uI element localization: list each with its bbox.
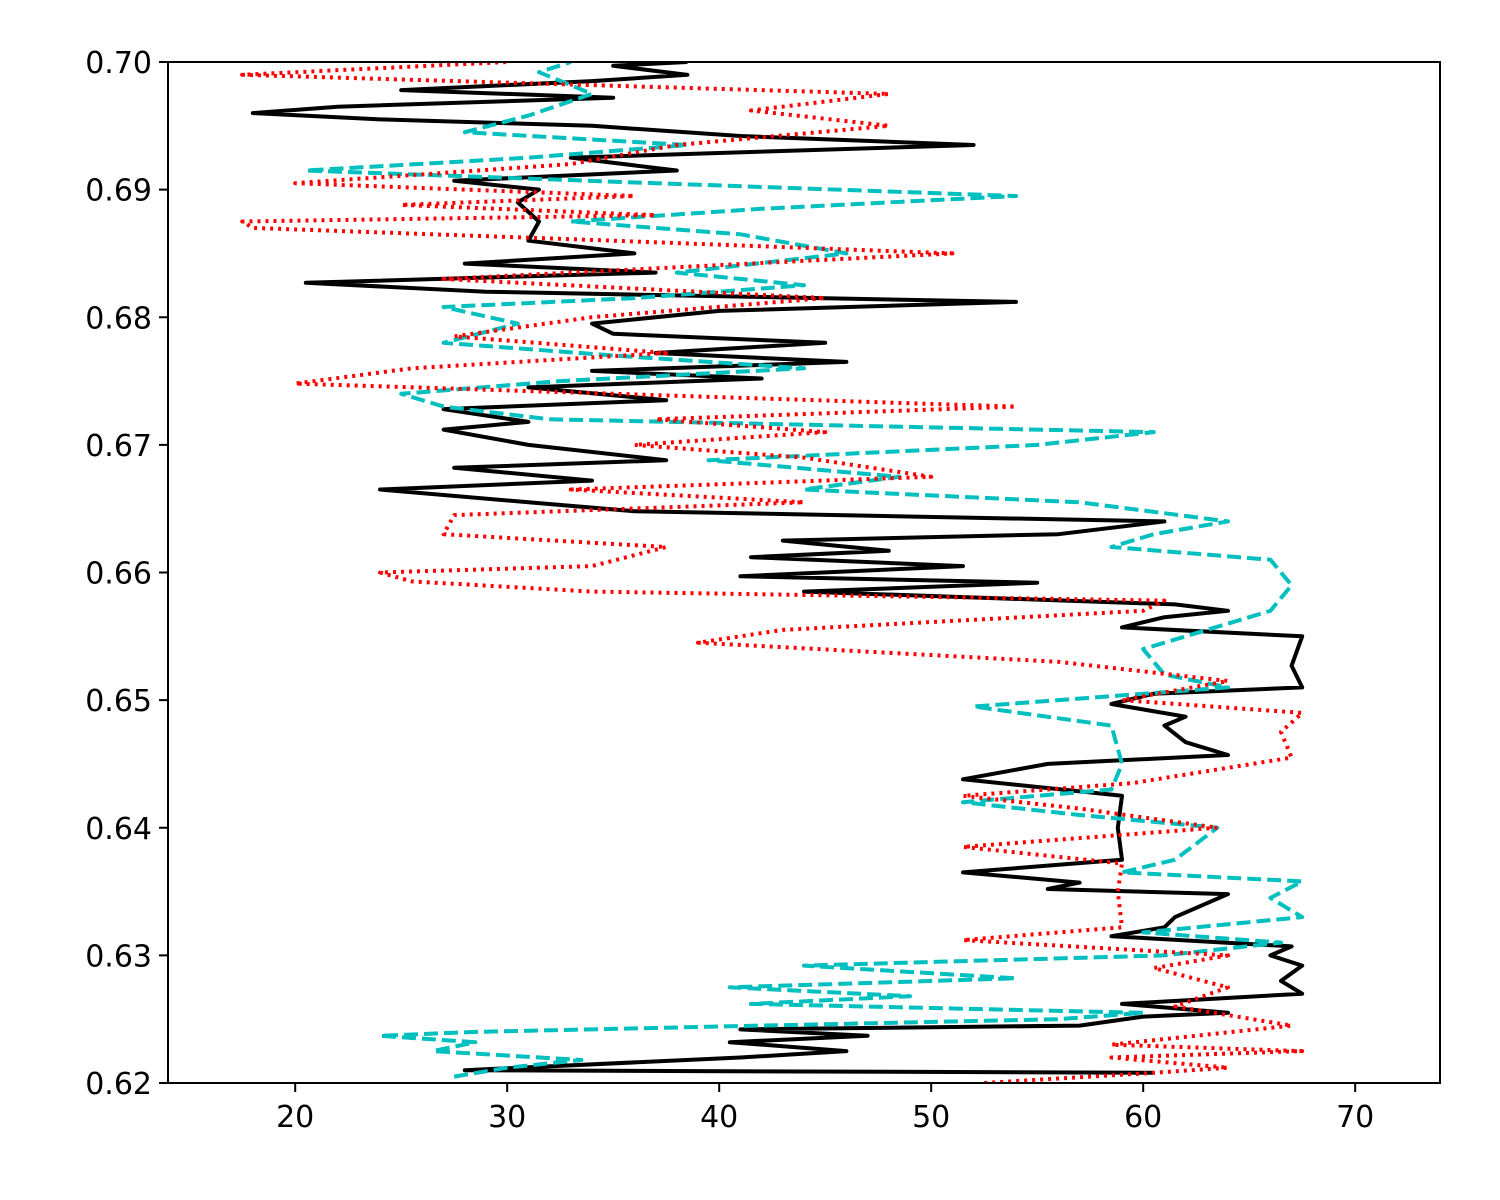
y-tick-label: 0.62 xyxy=(85,1067,152,1102)
y-tick-label: 0.70 xyxy=(85,46,152,81)
y-tick-label: 0.65 xyxy=(85,684,152,719)
y-tick-label: 0.64 xyxy=(85,812,152,847)
series-layer xyxy=(240,62,1305,1083)
series-line-black-solid xyxy=(250,62,1305,1075)
y-tick-label: 0.63 xyxy=(85,939,152,974)
series-line-cyan-dashed xyxy=(303,62,1305,1079)
x-axis: 20 30 40 50 60 70 xyxy=(276,1083,1374,1135)
x-tick-label: 50 xyxy=(912,1100,950,1135)
x-tick-label: 60 xyxy=(1124,1100,1162,1135)
y-axis: 0.62 0.63 0.64 0.65 0.66 0.67 0.68 0.69 0.70 xyxy=(85,46,168,1102)
y-tick-label: 0.66 xyxy=(85,557,152,592)
x-tick-label: 20 xyxy=(276,1100,314,1135)
y-tick-label: 0.69 xyxy=(85,174,152,209)
x-tick-label: 30 xyxy=(488,1100,526,1135)
y-tick-label: 0.67 xyxy=(85,429,152,464)
x-tick-label: 40 xyxy=(700,1100,738,1135)
series-line-red-dotted xyxy=(240,62,1305,1083)
x-tick-label: 70 xyxy=(1336,1100,1374,1135)
y-tick-label: 0.68 xyxy=(85,301,152,336)
